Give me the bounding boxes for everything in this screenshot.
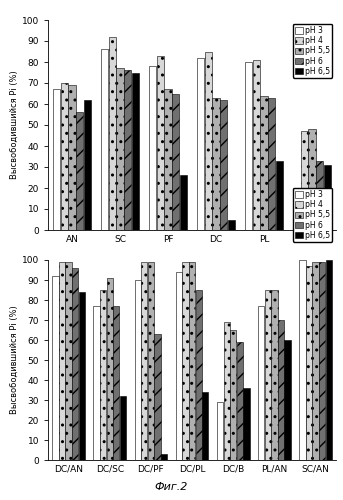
- Bar: [53, 90, 60, 230]
- Bar: [52, 276, 59, 460]
- Bar: [154, 334, 161, 460]
- Bar: [253, 60, 260, 230]
- Bar: [101, 50, 108, 230]
- Bar: [228, 220, 235, 230]
- Bar: [237, 342, 243, 460]
- Bar: [265, 290, 271, 460]
- Bar: [172, 94, 179, 230]
- Bar: [176, 272, 182, 460]
- Bar: [299, 260, 306, 460]
- Bar: [220, 100, 227, 230]
- Bar: [258, 306, 264, 460]
- Bar: [316, 160, 323, 230]
- Bar: [148, 262, 154, 460]
- Bar: [276, 160, 283, 230]
- Bar: [79, 292, 85, 460]
- Bar: [134, 280, 141, 460]
- Text: Фиг.2: Фиг.2: [155, 482, 188, 492]
- Bar: [141, 262, 147, 460]
- Bar: [260, 96, 268, 230]
- Bar: [319, 262, 325, 460]
- Y-axis label: Высвободившийся Pi (%): Высвободившийся Pi (%): [10, 70, 19, 180]
- Bar: [293, 209, 300, 230]
- Bar: [278, 320, 284, 460]
- Bar: [312, 262, 319, 460]
- Bar: [180, 176, 187, 230]
- Bar: [245, 62, 252, 230]
- Legend: pH 3, pH 4, pH 5,5, pH 6, pH 6,5: pH 3, pH 4, pH 5,5, pH 6, pH 6,5: [293, 24, 332, 78]
- Bar: [243, 388, 250, 460]
- Bar: [149, 66, 156, 230]
- Bar: [132, 72, 139, 230]
- Bar: [120, 396, 126, 460]
- Legend: pH 3, pH 4, pH 5,5, pH 6, pH 6,5: pH 3, pH 4, pH 5,5, pH 6, pH 6,5: [293, 188, 332, 242]
- Bar: [93, 306, 100, 460]
- Bar: [308, 129, 316, 230]
- Bar: [271, 290, 277, 460]
- Bar: [109, 37, 116, 230]
- Bar: [164, 90, 172, 230]
- Bar: [306, 266, 312, 460]
- Bar: [157, 56, 164, 230]
- Bar: [268, 98, 275, 230]
- Bar: [116, 68, 124, 230]
- Bar: [224, 322, 230, 460]
- Bar: [301, 132, 308, 230]
- Bar: [72, 268, 78, 460]
- Bar: [326, 260, 332, 460]
- Bar: [205, 52, 212, 230]
- Bar: [161, 454, 167, 460]
- Bar: [196, 290, 202, 460]
- Bar: [324, 165, 331, 230]
- Bar: [230, 330, 236, 460]
- Bar: [61, 83, 68, 230]
- Bar: [217, 402, 223, 460]
- Y-axis label: Высвободившийся Pi (%): Высвободившийся Pi (%): [10, 306, 19, 414]
- Bar: [76, 112, 83, 230]
- Bar: [212, 98, 220, 230]
- Bar: [107, 278, 113, 460]
- Bar: [100, 290, 106, 460]
- Bar: [124, 70, 131, 230]
- Bar: [84, 100, 91, 230]
- Bar: [59, 262, 65, 460]
- Bar: [202, 392, 209, 460]
- Bar: [284, 340, 291, 460]
- Bar: [189, 262, 195, 460]
- Bar: [113, 306, 119, 460]
- Bar: [197, 58, 204, 230]
- Bar: [66, 262, 72, 460]
- Bar: [68, 85, 76, 230]
- Bar: [182, 262, 189, 460]
